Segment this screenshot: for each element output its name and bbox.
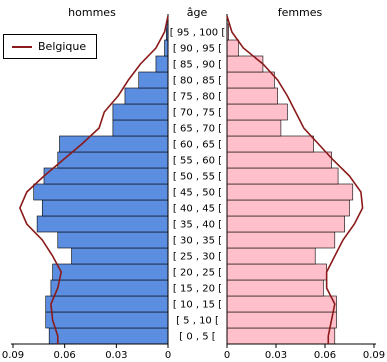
left-tick-label-3: 0 — [165, 350, 171, 361]
female-bar-2 — [226, 295, 337, 313]
right-tick-label-1: 0.03 — [265, 350, 287, 361]
male-bar-4 — [52, 263, 169, 281]
male-bar-15 — [124, 87, 169, 105]
female-bar-0 — [226, 327, 336, 345]
male-bars — [33, 23, 169, 345]
female-bar-17 — [226, 55, 264, 73]
female-bar-10 — [226, 167, 339, 185]
belgique-line-right — [226, 15, 364, 344]
age-label-12: [ 60 , 65 [ — [173, 140, 222, 151]
male-bar-13 — [112, 119, 169, 137]
age-labels: [ 0 , 5 [ [ 5 , 10 [ [ 10 , 15 [ [ 15 , 20 … — [170, 28, 226, 343]
legend: Belgique — [3, 34, 97, 59]
female-bar-11 — [226, 151, 332, 169]
right-tick-label-2: 0.06 — [314, 350, 336, 361]
age-label-19: [ 95 , 100 [ — [170, 28, 226, 39]
age-label-8: [ 40 , 45 [ — [173, 204, 222, 215]
age-label-13: [ 65 , 70 [ — [173, 124, 222, 135]
legend-line-swatch — [12, 46, 32, 48]
male-bar-14 — [112, 103, 169, 121]
male-bar-3 — [50, 279, 169, 297]
male-bar-10 — [43, 167, 169, 185]
male-bar-16 — [138, 71, 169, 89]
age-label-1: [ 5 , 10 [ — [176, 316, 219, 327]
male-bar-9 — [33, 183, 169, 201]
right-tick-label-0: 0 — [224, 350, 230, 361]
male-bar-2 — [45, 295, 169, 313]
female-bar-6 — [226, 231, 336, 249]
male-bar-17 — [155, 55, 169, 73]
age-label-15: [ 75 , 80 [ — [173, 92, 222, 103]
male-bar-0 — [48, 327, 169, 345]
female-bar-8 — [226, 199, 350, 217]
female-bar-7 — [226, 215, 345, 233]
belgique-line-left — [19, 15, 169, 344]
left-tick-label-2: 0.03 — [105, 350, 127, 361]
female-bar-13 — [226, 119, 282, 137]
female-bar-5 — [226, 247, 316, 265]
female-bar-16 — [226, 71, 275, 89]
female-bar-3 — [226, 279, 324, 297]
age-label-7: [ 35 , 40 [ — [173, 220, 222, 231]
female-bar-18 — [226, 39, 239, 57]
age-label-18: [ 90 , 95 [ — [173, 44, 222, 55]
age-label-10: [ 50 , 55 [ — [173, 172, 222, 183]
female-bar-15 — [226, 87, 278, 105]
female-bar-4 — [226, 263, 327, 281]
reference-lines — [19, 15, 364, 344]
male-bar-18 — [164, 39, 169, 57]
female-bar-14 — [226, 103, 288, 121]
age-label-6: [ 30 , 35 [ — [173, 236, 222, 247]
male-bar-1 — [45, 311, 169, 329]
left-tick-label-0: 0.09 — [2, 350, 24, 361]
female-bar-9 — [226, 183, 354, 201]
age-label-11: [ 55 , 60 [ — [173, 156, 222, 167]
center-panel-title: âge — [187, 6, 208, 19]
female-bar-1 — [226, 311, 337, 329]
age-label-14: [ 70 , 75 [ — [173, 108, 222, 119]
right-panel-title: femmes — [278, 6, 323, 19]
female-bars — [226, 23, 354, 345]
male-bar-11 — [57, 151, 169, 169]
age-label-0: [ 0 , 5 [ — [179, 332, 215, 343]
male-bar-6 — [57, 231, 169, 249]
axes: 0.09 0.06 0.03 0 0 0.03 0.06 0.09 — [2, 14, 385, 361]
age-label-2: [ 10 , 15 [ — [173, 300, 222, 311]
male-bar-8 — [41, 199, 169, 217]
male-bar-7 — [36, 215, 169, 233]
age-label-3: [ 15 , 20 [ — [173, 284, 222, 295]
age-label-17: [ 85 , 90 [ — [173, 60, 222, 71]
age-label-16: [ 80 , 85 [ — [173, 76, 222, 87]
left-panel-title: hommes — [68, 6, 116, 19]
left-tick-label-1: 0.06 — [54, 350, 76, 361]
age-label-5: [ 25 , 30 [ — [173, 252, 222, 263]
female-bar-12 — [226, 135, 314, 153]
right-tick-label-3: 0.09 — [363, 350, 385, 361]
legend-label: Belgique — [38, 40, 87, 53]
male-bar-5 — [71, 247, 169, 265]
age-label-4: [ 20 , 25 [ — [173, 268, 222, 279]
age-label-9: [ 45 , 50 [ — [173, 188, 222, 199]
